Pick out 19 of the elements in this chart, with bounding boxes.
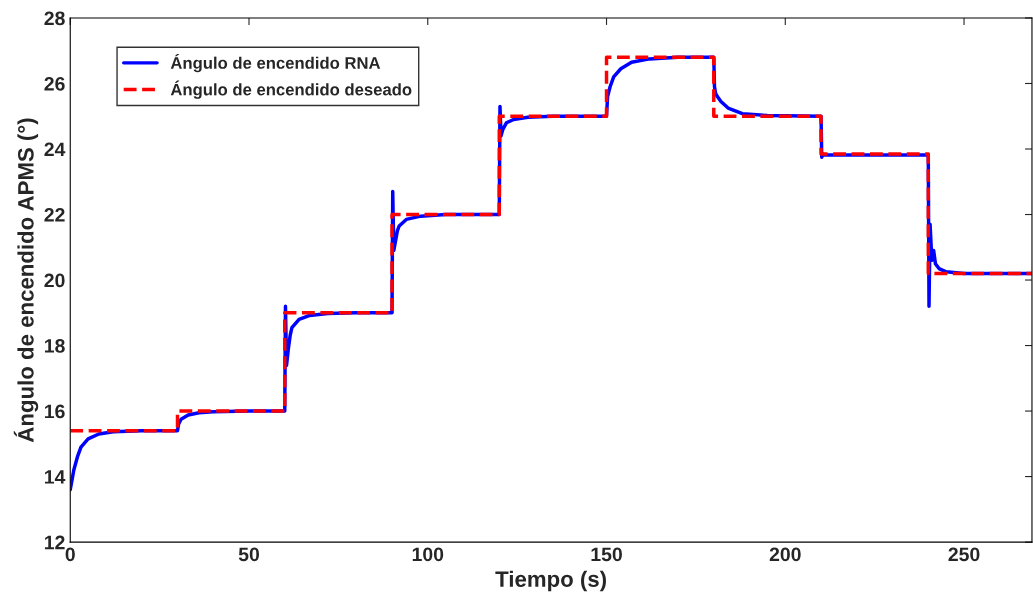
y-tick-label: 22	[44, 207, 65, 222]
x-tick-label: 100	[412, 547, 444, 562]
x-axis-title: Tiempo (s)	[495, 570, 606, 592]
x-tick-label: 200	[769, 547, 801, 562]
y-tick-label: 28	[44, 11, 65, 26]
x-tick-label: 0	[65, 547, 75, 562]
y-tick-label: 26	[44, 76, 65, 91]
y-tick-label: 18	[44, 339, 65, 353]
y-tick-label: 14	[44, 470, 66, 484]
legend-label: Ángulo de encendido deseado	[170, 80, 412, 99]
x-tick-label: 50	[238, 547, 260, 562]
y-tick-label: 12	[44, 535, 65, 550]
x-tick-label: 150	[591, 547, 622, 562]
y-tick-label: 16	[44, 404, 65, 419]
y-tick-label: 24	[44, 142, 66, 157]
y-axis-title: Ángulo de encendido APMS (°)	[13, 118, 39, 443]
y-tick-label: 20	[44, 273, 65, 288]
legend-label: Ángulo de encendido RNA	[170, 53, 381, 73]
x-tick-label: 250	[948, 547, 980, 562]
